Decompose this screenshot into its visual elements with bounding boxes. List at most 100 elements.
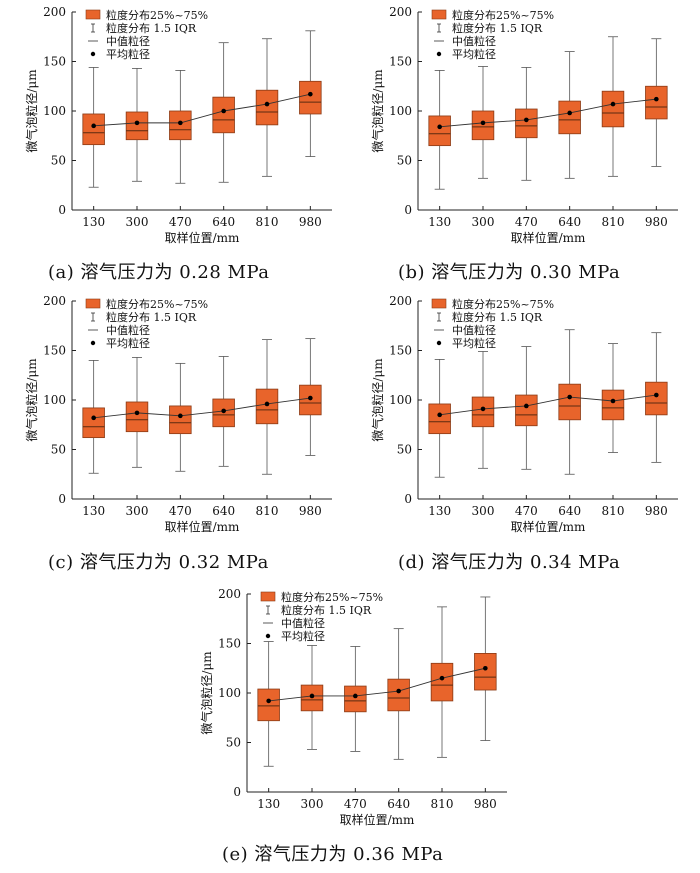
x-tick-label: 130 [257, 797, 280, 811]
iqr-box [257, 688, 280, 722]
box-470 [169, 70, 192, 184]
legend-mean-label: 平均粒径 [452, 336, 496, 350]
x-tick-label: 980 [299, 504, 322, 518]
y-tick-label: 0 [404, 492, 412, 506]
mean-marker [264, 401, 270, 407]
x-tick-label: 130 [428, 215, 451, 229]
y-axis-label: 微气泡粒径/μm [24, 358, 39, 442]
legend-median-label: 中值粒径 [452, 323, 496, 337]
y-tick-label: 150 [43, 55, 66, 69]
iqr-box [428, 115, 451, 147]
chart-panel-c: 0 50 100 150 200 130 300 470 640 810 980 取样位置/mm 微气泡… [0, 290, 350, 545]
box-810 [255, 38, 279, 177]
x-tick-label: 640 [212, 504, 235, 518]
chart-c-svg: 0 50 100 150 200 130 300 470 640 810 980 取样位置/mm 微气泡… [24, 294, 332, 534]
x-tick-label: 130 [428, 504, 451, 518]
legend-whisker-label: 粒度分布 1.5 IQR [452, 21, 543, 35]
y-tick-label: 100 [389, 104, 412, 118]
iqr-box [601, 389, 625, 421]
y-tick-label: 50 [51, 443, 66, 457]
box-980 [645, 332, 668, 463]
y-tick-label: 200 [43, 5, 66, 19]
chart-panel-b: 0 50 100 150 200 130 300 470 640 810 980 取样位置/mm 微气泡… [350, 0, 700, 255]
mean-marker [654, 392, 659, 398]
iqr-box [344, 685, 367, 713]
legend-mean-label: 平均粒径 [106, 47, 150, 61]
legend-box-swatch [431, 9, 447, 20]
x-tick-label: 300 [472, 215, 495, 229]
mean-marker [308, 395, 313, 401]
x-tick-label: 810 [256, 215, 279, 229]
box-130 [428, 359, 451, 478]
mean-marker [524, 403, 529, 409]
mean-marker [266, 698, 271, 704]
y-tick-label: 150 [43, 344, 66, 358]
legend-box-swatch [260, 591, 276, 602]
mean-marker [610, 101, 616, 107]
iqr-box [474, 653, 497, 691]
box-810 [601, 343, 625, 453]
iqr-box [515, 394, 538, 427]
mean-marker [178, 413, 183, 419]
box-980 [645, 38, 668, 167]
x-tick-label: 470 [515, 215, 538, 229]
x-axis-label: 取样位置/mm [165, 519, 240, 534]
x-tick-label: 130 [82, 504, 105, 518]
mean-marker [396, 688, 401, 694]
iqr-box [601, 90, 625, 128]
caption-d: (d) 溶气压力为 0.34 MPa [398, 552, 621, 573]
iqr-box [169, 110, 192, 141]
iqr-box [387, 678, 410, 712]
chart-b-svg: 0 50 100 150 200 130 300 470 640 810 980 取样位置/mm 微气泡… [370, 5, 678, 245]
iqr-box [255, 388, 279, 425]
legend-box-label: 粒度分布25%~75% [452, 297, 554, 311]
y-tick-label: 150 [218, 637, 241, 651]
iqr-box [82, 113, 105, 146]
legend-box-swatch [431, 298, 447, 309]
mean-marker [91, 415, 96, 421]
y-tick-label: 200 [389, 5, 412, 19]
mean-marker [567, 110, 572, 116]
iqr-box [645, 85, 668, 120]
mean-marker [221, 108, 226, 114]
x-tick-label: 810 [256, 504, 279, 518]
mean-marker [524, 117, 529, 123]
x-tick-label: 470 [169, 504, 192, 518]
iqr-box [645, 381, 668, 416]
caption-a: (a) 溶气压力为 0.28 MPa [48, 262, 270, 283]
x-tick-label: 640 [558, 215, 581, 229]
legend-median-label: 中值粒径 [106, 34, 150, 48]
legend-mean-swatch [90, 340, 96, 346]
x-tick-label: 810 [602, 504, 625, 518]
box-810 [255, 339, 279, 475]
chart-panel-d: 0 50 100 150 200 130 300 470 640 810 980 取样位置/mm 微气泡… [350, 290, 700, 545]
chart-e-svg: 0 50 100 150 200 130 300 470 640 810 980 取样位置/mm 微气泡… [199, 587, 507, 827]
mean-marker [309, 693, 315, 699]
y-tick-label: 50 [226, 736, 241, 750]
legend-whisker-label: 粒度分布 1.5 IQR [452, 310, 543, 324]
chart-d-svg: 0 50 100 150 200 130 300 470 640 810 980 取样位置/mm 微气泡… [370, 294, 678, 534]
legend-median-label: 中值粒径 [281, 616, 325, 630]
x-axis-label: 取样位置/mm [511, 519, 586, 534]
mean-marker [178, 120, 183, 126]
x-axis-label: 取样位置/mm [165, 230, 240, 245]
iqr-box [430, 662, 454, 702]
iqr-box [212, 96, 235, 134]
y-tick-label: 50 [51, 154, 66, 168]
legend-box-label: 粒度分布25%~75% [452, 8, 554, 22]
legend-median-label: 中值粒径 [106, 323, 150, 337]
y-axis-label: 微气泡粒径/μm [24, 69, 39, 153]
y-tick-label: 0 [404, 203, 412, 217]
mean-marker [264, 101, 270, 107]
x-axis-label: 取样位置/mm [340, 812, 415, 827]
x-axis-label: 取样位置/mm [511, 230, 586, 245]
mean-marker [567, 394, 572, 400]
box-130 [257, 641, 280, 767]
x-tick-label: 980 [645, 504, 668, 518]
mean-marker [221, 408, 226, 414]
legend-whisker-label: 粒度分布 1.5 IQR [106, 310, 197, 324]
iqr-box [471, 396, 495, 428]
